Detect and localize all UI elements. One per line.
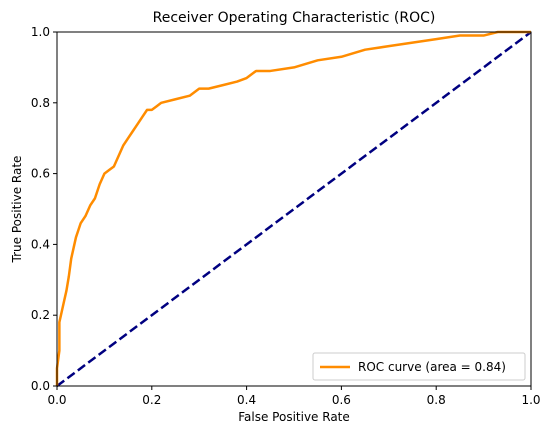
y-tick-label: 0.2 [31, 308, 50, 322]
plot-content [55, 30, 532, 388]
x-tick-label: 1.0 [521, 393, 540, 407]
y-tick-label: 1.0 [31, 25, 50, 39]
x-axis-label: False Positive Rate [238, 410, 350, 424]
legend-box [312, 352, 526, 381]
chart-title: Receiver Operating Characteristic (ROC) [153, 10, 436, 26]
x-tick-label: 0.4 [237, 393, 256, 407]
x-tick-label: 0.0 [47, 393, 66, 407]
x-tick-label: 0.6 [332, 393, 351, 407]
y-tick-label: 0.6 [31, 167, 50, 181]
y-axis-ticks: 0.0 0.2 0.4 0.6 0.8 1.0 [31, 25, 57, 393]
y-tick-label: 0.4 [31, 237, 50, 251]
legend: ROC curve (area = 0.84) [312, 352, 526, 381]
x-axis-ticks: 0.0 0.2 0.4 0.6 0.8 1.0 [47, 386, 541, 407]
legend-label-roc-curve: ROC curve (area = 0.84) [358, 360, 506, 374]
y-tick-label: 0.0 [31, 379, 50, 393]
plot-frame [56, 31, 532, 387]
x-tick-label: 0.2 [142, 393, 161, 407]
y-axis-label: True Positive Rate [10, 156, 24, 264]
roc-curve-line [55, 30, 531, 386]
x-tick-label: 0.8 [427, 393, 446, 407]
chance-diagonal-line [56, 30, 532, 388]
y-tick-label: 0.8 [31, 96, 50, 110]
